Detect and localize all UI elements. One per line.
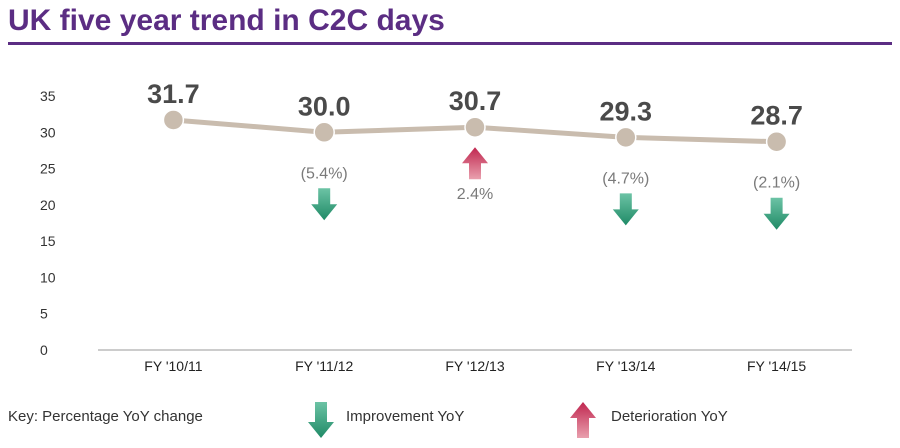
data-label: 31.7 [147, 79, 200, 109]
y-tick-label: 10 [40, 269, 56, 285]
y-tick-label: 30 [40, 124, 56, 140]
data-point [313, 121, 335, 144]
yoy-change-label: (2.1%) [753, 175, 800, 192]
data-label: 30.0 [298, 91, 351, 121]
key-deterioration-label: Deterioration YoY [611, 408, 728, 425]
data-label: 29.3 [600, 96, 653, 126]
data-label: 28.7 [750, 101, 803, 131]
key-label: Key: Percentage YoY change [8, 408, 203, 425]
y-tick-label: 35 [40, 88, 56, 104]
x-tick-label: FY '12/13 [445, 358, 504, 374]
y-tick-label: 5 [40, 306, 48, 322]
deterioration-arrow-icon [570, 402, 596, 438]
improvement-arrow-icon [308, 402, 334, 438]
improvement-arrow-icon [612, 193, 639, 226]
yoy-change-label: (5.4%) [301, 165, 348, 182]
y-tick-label: 20 [40, 197, 56, 213]
data-point [615, 126, 637, 149]
x-tick-label: FY '11/12 [295, 358, 353, 374]
yoy-change-label: (4.7%) [602, 170, 649, 187]
data-label: 30.7 [449, 86, 502, 116]
x-tick-label: FY '10/11 [144, 358, 202, 374]
y-tick-label: 0 [40, 342, 48, 358]
page-title: UK five year trend in C2C days [8, 4, 445, 37]
y-tick-label: 25 [40, 161, 56, 177]
improvement-arrow-icon [311, 188, 338, 221]
yoy-change-label: 2.4% [457, 186, 493, 203]
y-tick-label: 15 [40, 233, 56, 249]
data-point [162, 109, 185, 131]
x-tick-label: FY '13/14 [596, 358, 655, 374]
data-point [765, 130, 788, 153]
improvement-arrow-icon [763, 197, 790, 230]
deterioration-arrow-icon [462, 147, 488, 180]
title-divider [8, 42, 892, 45]
key-improvement-label: Improvement YoY [346, 408, 465, 425]
x-tick-label: FY '14/15 [747, 358, 806, 374]
data-point [464, 116, 486, 138]
